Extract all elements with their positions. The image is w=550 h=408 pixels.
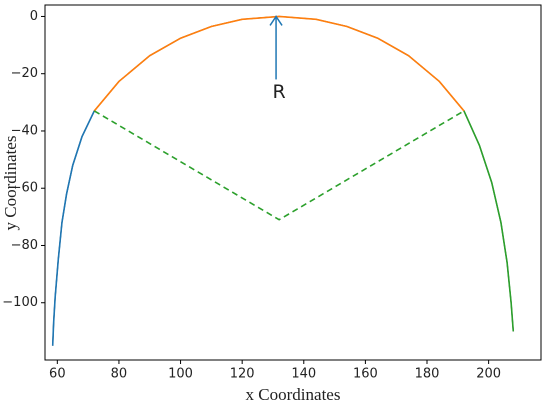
y-tick-label: −60 (11, 181, 38, 196)
series-line (93, 110, 465, 221)
y-tick-label: −80 (11, 238, 38, 253)
x-tick-label: 80 (111, 367, 128, 382)
series-line (51, 110, 96, 346)
y-axis-label: y Coordinates (1, 136, 20, 231)
series-line (93, 15, 465, 112)
y-tick-label: −40 (11, 123, 38, 138)
y-tick-label: 0 (30, 9, 38, 24)
x-tick-label: 140 (291, 367, 316, 382)
series-line (52, 15, 514, 346)
series-line (463, 110, 515, 332)
x-tick-label: 100 (168, 367, 193, 382)
x-axis-label: x Coordinates (246, 385, 341, 404)
x-tick-label: 60 (49, 367, 66, 382)
y-tick-label: −100 (2, 295, 38, 310)
x-tick-label: 180 (415, 367, 440, 382)
annotation-label: R (272, 81, 285, 103)
x-tick-label: 200 (476, 367, 501, 382)
plot-frame (44, 4, 542, 361)
annotation-arrowhead (269, 15, 283, 26)
y-tick-label: −20 (11, 66, 38, 81)
x-tick-label: 120 (230, 367, 255, 382)
x-tick-label: 160 (353, 367, 378, 382)
